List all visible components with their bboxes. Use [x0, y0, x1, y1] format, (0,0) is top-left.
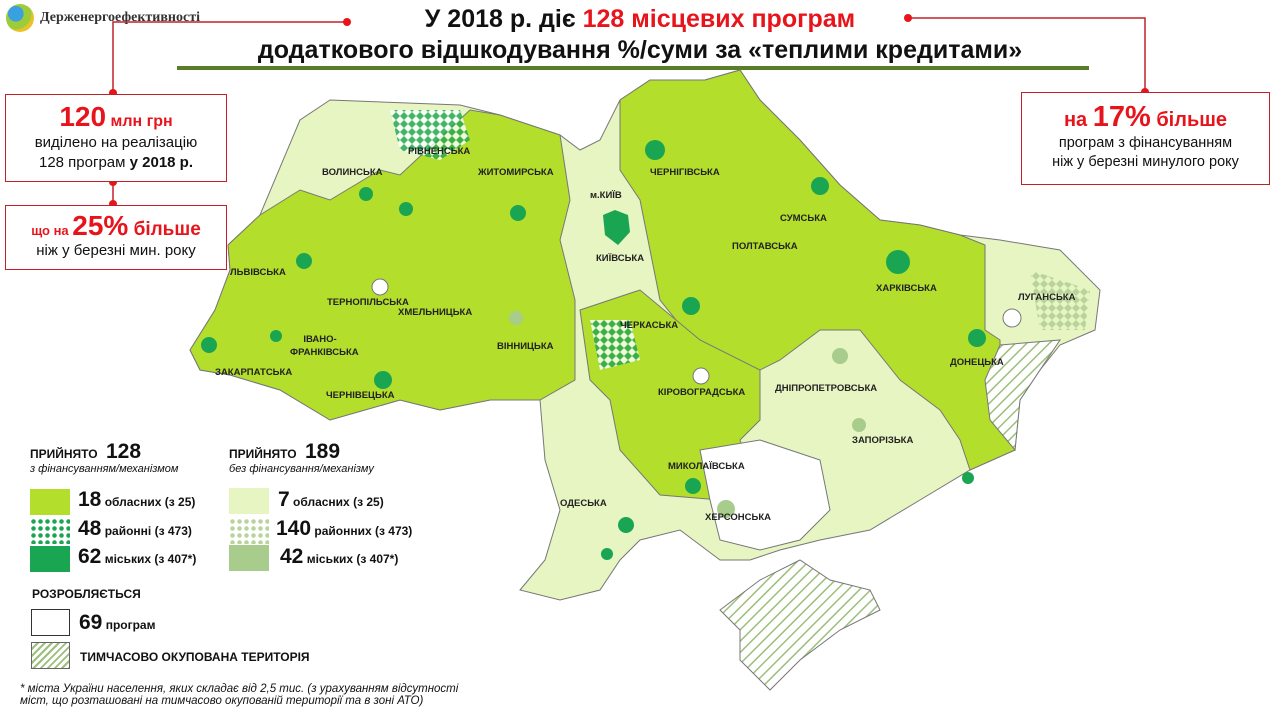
city-markers — [201, 140, 1022, 560]
logo-icon — [6, 4, 34, 32]
region-label: ХМЕЛЬНИЦЬКА — [398, 307, 473, 318]
region-label: ЧЕРНІГІВСЬКА — [650, 167, 720, 178]
region-label: КИЇВСЬКА — [596, 253, 645, 264]
region-label: ХАРКІВСЬКА — [876, 283, 937, 294]
region-label: м.КИЇВ — [590, 190, 622, 201]
region-label: СУМСЬКА — [780, 213, 827, 224]
legend-unfunded-heading: прийнято 189 — [229, 440, 341, 463]
swatch-funded-city — [30, 546, 70, 572]
legend-funded-heading: прийнято 128 — [30, 440, 142, 463]
kyiv-city — [603, 210, 630, 245]
region-label: ЧЕРКАСЬКА — [620, 320, 679, 331]
rivne-district-pattern — [390, 110, 470, 160]
swatch-unfunded-city — [229, 545, 269, 571]
region-label: ЗАКАРПАТСЬКА — [215, 367, 293, 378]
title-underline — [177, 66, 1089, 70]
page-title: У 2018 р. діє 128 місцевих програм додат… — [257, 5, 1023, 64]
region-label: ІВАНО-ФРАНКІВСЬКА — [290, 334, 359, 358]
legend-occupied-label: ТИМЧАСОВО ОКУПОВАНА ТЕРИТОРІЯ — [80, 650, 310, 664]
region-label: ЗАПОРІЗЬКА — [852, 435, 914, 446]
legend-funded-sub: з фінансуванням/механізмом — [30, 463, 179, 475]
growth-box: що на 25% більше ніж у березні мин. року — [5, 205, 227, 270]
kherson-developing-region — [699, 439, 831, 551]
swatch-unfunded-district — [229, 518, 269, 544]
region-label: ДНІПРОПЕТРОВСЬКА — [775, 383, 878, 394]
region-label: РІВНЕНСЬКА — [408, 146, 471, 157]
region-label: ВОЛИНСЬКА — [322, 167, 383, 178]
region-label: ЛУГАНСЬКА — [1018, 292, 1076, 303]
luhansk-district-pattern — [1030, 270, 1090, 330]
region-label: ЛЬВІВСЬКА — [230, 267, 286, 278]
region-label: МИКОЛАЇВСЬКА — [668, 461, 745, 472]
region-label: ДОНЕЦЬКА — [950, 357, 1004, 368]
region-label: ВІННИЦЬКА — [497, 341, 554, 352]
swatch-developing — [31, 609, 70, 636]
region-label: ЖИТОМИРСЬКА — [478, 167, 554, 178]
swatch-unfunded-oblast — [229, 488, 269, 514]
region-label: ПОЛТАВСЬКА — [732, 241, 798, 252]
funded-west-region — [189, 109, 576, 421]
swatch-funded-oblast — [30, 489, 70, 515]
footnote: * міста України населення, яких складає … — [20, 683, 459, 707]
region-label: ЧЕРНІВЕЦЬКА — [326, 390, 395, 401]
region-label: ОДЕСЬКА — [560, 498, 607, 509]
occupied-crimea — [719, 559, 881, 691]
cherkasy-district-pattern — [590, 320, 640, 370]
region-label: КІРОВОГРАДСЬКА — [658, 387, 746, 398]
swatch-funded-district — [30, 518, 70, 544]
region-label: ТЕРНОПІЛЬСЬКА — [327, 297, 409, 308]
swatch-occupied — [31, 642, 70, 669]
region-label: ХЕРСОНСЬКА — [705, 512, 771, 523]
occupied-donbas — [984, 339, 1061, 452]
legend-unfunded-sub: без фінансування/механізму — [229, 463, 374, 475]
legend-developing-heading: РОЗРОБЛЯЄТЬСЯ — [32, 587, 141, 601]
budget-box: 120 млн грн виділено на реалізацію 128 п… — [5, 94, 227, 182]
programs-growth-box: на 17% більше програм з фінансуванням ні… — [1021, 92, 1270, 185]
